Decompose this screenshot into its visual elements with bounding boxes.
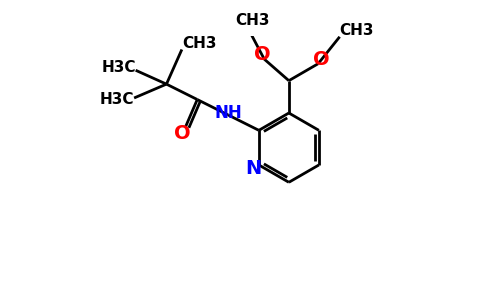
Text: N: N — [245, 159, 261, 178]
Text: CH3: CH3 — [182, 36, 217, 51]
Text: CH3: CH3 — [339, 23, 374, 38]
Text: O: O — [313, 50, 330, 69]
Text: H3C: H3C — [100, 92, 135, 107]
Text: O: O — [254, 45, 270, 64]
Text: O: O — [174, 124, 190, 143]
Text: NH: NH — [214, 104, 242, 122]
Text: CH3: CH3 — [235, 13, 270, 28]
Text: H3C: H3C — [102, 60, 136, 75]
